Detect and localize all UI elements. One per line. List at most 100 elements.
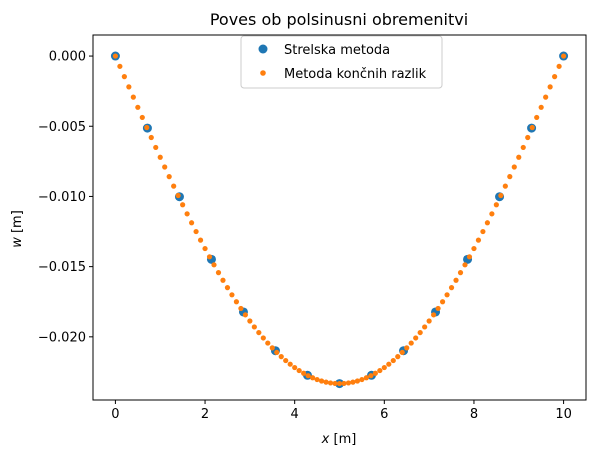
point-metoda-koncnih-razlik xyxy=(121,74,127,80)
point-metoda-koncnih-razlik xyxy=(336,380,343,387)
point-metoda-koncnih-razlik xyxy=(251,324,257,330)
point-metoda-koncnih-razlik xyxy=(180,202,186,208)
point-metoda-koncnih-razlik xyxy=(377,367,383,374)
point-metoda-koncnih-razlik xyxy=(157,154,163,160)
y-tick-label: −0.005 xyxy=(38,120,86,135)
point-metoda-koncnih-razlik xyxy=(139,114,145,121)
point-metoda-koncnih-razlik xyxy=(556,63,562,69)
point-metoda-koncnih-razlik xyxy=(453,277,459,283)
point-metoda-koncnih-razlik xyxy=(148,134,154,141)
x-tick-label: 4 xyxy=(291,407,299,422)
point-metoda-koncnih-razlik xyxy=(462,262,468,268)
y-tick-label: −0.020 xyxy=(38,330,86,345)
point-metoda-koncnih-razlik xyxy=(547,84,553,90)
point-metoda-koncnih-razlik xyxy=(247,318,253,324)
point-metoda-koncnih-razlik xyxy=(314,376,320,383)
point-metoda-koncnih-razlik xyxy=(422,324,428,330)
point-metoda-koncnih-razlik xyxy=(529,124,535,131)
point-metoda-koncnih-razlik xyxy=(260,335,266,341)
point-metoda-koncnih-razlik xyxy=(404,345,410,351)
point-metoda-koncnih-razlik xyxy=(525,134,531,141)
point-metoda-koncnih-razlik xyxy=(345,380,352,386)
series-metoda-koncnih-razlik xyxy=(112,53,567,387)
point-metoda-koncnih-razlik xyxy=(153,144,159,151)
point-metoda-koncnih-razlik xyxy=(318,378,325,384)
x-tick-label: 0 xyxy=(111,407,119,422)
point-metoda-koncnih-razlik xyxy=(305,373,311,379)
point-metoda-koncnih-razlik xyxy=(448,285,455,291)
point-metoda-koncnih-razlik xyxy=(175,192,181,199)
point-metoda-koncnih-razlik xyxy=(560,53,567,59)
point-metoda-koncnih-razlik xyxy=(171,183,177,189)
point-metoda-koncnih-razlik xyxy=(296,367,302,374)
point-metoda-koncnih-razlik xyxy=(466,254,473,260)
point-metoda-koncnih-razlik xyxy=(117,63,123,69)
point-metoda-koncnih-razlik xyxy=(359,376,365,383)
point-metoda-koncnih-razlik xyxy=(283,357,289,364)
point-metoda-koncnih-razlik xyxy=(354,378,361,384)
y-tick-label: −0.015 xyxy=(38,260,86,275)
point-metoda-koncnih-razlik xyxy=(238,305,244,312)
point-metoda-koncnih-razlik xyxy=(489,211,495,217)
axes: 0 2 4 6 8 10 0.000 −0.005 −0.010 −0.015 −0.020 xyxy=(38,50,572,422)
point-metoda-koncnih-razlik xyxy=(292,364,298,371)
legend-marker-koncne xyxy=(260,70,266,76)
x-tick-label: 2 xyxy=(201,407,209,422)
point-metoda-koncnih-razlik xyxy=(130,94,136,100)
point-metoda-koncnih-razlik xyxy=(278,354,284,360)
point-metoda-koncnih-razlik xyxy=(269,345,275,351)
point-metoda-koncnih-razlik xyxy=(310,375,316,381)
legend-marker-strelska xyxy=(258,44,268,54)
point-metoda-koncnih-razlik xyxy=(368,373,374,379)
point-metoda-koncnih-razlik xyxy=(265,340,271,346)
point-metoda-koncnih-razlik xyxy=(475,237,482,243)
x-tick-label: 8 xyxy=(470,407,478,422)
point-metoda-koncnih-razlik xyxy=(435,305,441,312)
point-metoda-koncnih-razlik xyxy=(126,84,132,90)
point-metoda-koncnih-razlik xyxy=(381,364,387,371)
point-metoda-koncnih-razlik xyxy=(386,361,392,367)
point-metoda-koncnih-razlik xyxy=(439,299,446,305)
point-metoda-koncnih-razlik xyxy=(520,144,526,151)
x-tick-label: 10 xyxy=(555,407,572,422)
point-metoda-koncnih-razlik xyxy=(480,228,486,235)
point-metoda-koncnih-razlik xyxy=(215,270,222,276)
point-metoda-koncnih-razlik xyxy=(413,335,419,341)
chart-title: Poves ob polsinusni obremenitvi xyxy=(210,10,468,29)
point-metoda-koncnih-razlik xyxy=(390,357,396,364)
point-metoda-koncnih-razlik xyxy=(426,318,432,324)
point-metoda-koncnih-razlik xyxy=(350,379,356,385)
y-tick-label: −0.010 xyxy=(38,190,86,205)
point-metoda-koncnih-razlik xyxy=(220,277,226,283)
point-metoda-koncnih-razlik xyxy=(471,245,477,252)
point-metoda-koncnih-razlik xyxy=(211,262,217,268)
y-axis-label: w [m] xyxy=(10,210,25,248)
legend: Strelska metoda Metoda končnih razlik xyxy=(240,35,443,89)
point-metoda-koncnih-razlik xyxy=(189,220,195,226)
point-metoda-koncnih-razlik xyxy=(502,183,508,189)
point-metoda-koncnih-razlik xyxy=(516,154,522,160)
point-metoda-koncnih-razlik xyxy=(166,174,172,180)
point-metoda-koncnih-razlik xyxy=(493,202,499,208)
point-metoda-koncnih-razlik xyxy=(552,74,558,80)
point-metoda-koncnih-razlik xyxy=(538,104,544,110)
point-metoda-koncnih-razlik xyxy=(457,270,464,276)
point-metoda-koncnih-razlik xyxy=(206,254,213,260)
legend-label-strelska: Strelska metoda xyxy=(284,43,390,58)
point-metoda-koncnih-razlik xyxy=(256,329,262,336)
point-metoda-koncnih-razlik xyxy=(229,292,235,298)
point-metoda-koncnih-razlik xyxy=(197,237,204,243)
y-tick-label: 0.000 xyxy=(49,50,86,65)
plot-frame xyxy=(92,34,587,401)
x-tick-label: 6 xyxy=(380,407,388,422)
point-metoda-koncnih-razlik xyxy=(511,164,517,170)
point-metoda-koncnih-razlik xyxy=(431,312,437,318)
point-metoda-koncnih-razlik xyxy=(274,349,280,356)
point-metoda-koncnih-razlik xyxy=(287,361,293,367)
point-metoda-koncnih-razlik xyxy=(408,340,414,346)
point-metoda-koncnih-razlik xyxy=(162,164,168,170)
point-metoda-koncnih-razlik xyxy=(224,285,231,291)
point-metoda-koncnih-razlik xyxy=(399,349,405,356)
point-metoda-koncnih-razlik xyxy=(242,312,248,318)
